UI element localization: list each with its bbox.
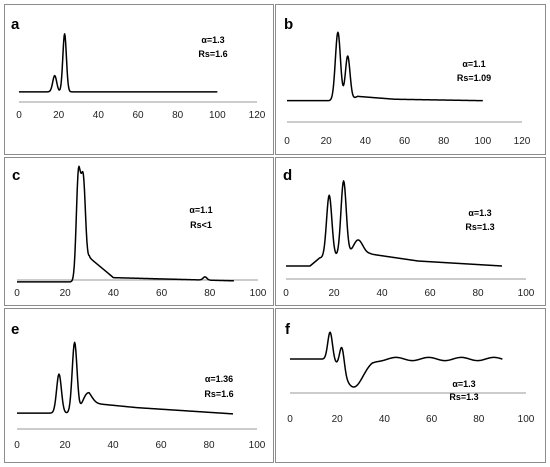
alpha-annotation: α=1.3 bbox=[201, 35, 224, 45]
panel-label: a bbox=[11, 16, 20, 33]
chromatogram-trace bbox=[16, 165, 235, 283]
chart-e: e 0 20 40 60 80 100 α=1.36 Rs=1.6 bbox=[11, 321, 266, 451]
x-tick-label: 40 bbox=[108, 288, 120, 299]
x-tick-label: 80 bbox=[204, 288, 216, 299]
rs-annotation: Rs=1.6 bbox=[204, 389, 233, 399]
chromatogram-trace bbox=[286, 31, 484, 102]
panel-d: d 0 20 40 60 80 100 α=1.3 Rs=1.3 bbox=[275, 157, 546, 306]
panel-f: f 0 20 40 60 80 100 α=1.3 Rs=1.3 bbox=[275, 308, 546, 463]
x-tick-label: 20 bbox=[328, 288, 340, 299]
chart-f: f 0 20 40 60 80 100 α=1.3 Rs=1.3 bbox=[285, 321, 535, 425]
chromatogram-trace bbox=[289, 331, 503, 388]
x-tick-label: 80 bbox=[438, 136, 450, 147]
chromatogram-trace bbox=[16, 341, 234, 415]
panel-label: e bbox=[11, 321, 19, 338]
chart-b: b 0 20 40 60 80 100 120 α=1.1 Rs=1.09 bbox=[284, 16, 531, 147]
x-tick-label: 60 bbox=[155, 440, 167, 451]
panel-b: b 0 20 40 60 80 100 120 α=1.1 Rs=1.09 bbox=[275, 4, 546, 155]
x-tick-label: 120 bbox=[249, 110, 266, 121]
x-tick-label: 100 bbox=[250, 288, 267, 299]
alpha-annotation: α=1.3 bbox=[452, 379, 475, 389]
x-tick-label: 60 bbox=[426, 414, 438, 425]
chart-d: d 0 20 40 60 80 100 α=1.3 Rs=1.3 bbox=[283, 167, 535, 299]
x-tick-label: 0 bbox=[14, 440, 20, 451]
x-tick-label: 100 bbox=[474, 136, 491, 147]
x-tick-label: 100 bbox=[518, 288, 535, 299]
x-tick-label: 120 bbox=[514, 136, 531, 147]
x-tick-label: 80 bbox=[473, 414, 485, 425]
x-tick-label: 80 bbox=[203, 440, 215, 451]
x-tick-label: 100 bbox=[209, 110, 226, 121]
x-tick-label: 20 bbox=[59, 440, 71, 451]
panel-label: b bbox=[284, 16, 293, 33]
rs-annotation: Rs<1 bbox=[190, 220, 212, 230]
x-tick-label: 60 bbox=[156, 288, 168, 299]
rs-annotation: Rs=1.6 bbox=[198, 49, 227, 59]
alpha-annotation: α=1.3 bbox=[468, 208, 491, 218]
chromatogram-trace bbox=[285, 180, 503, 267]
x-tick-label: 0 bbox=[284, 136, 290, 147]
chart-c: c 0 20 40 60 80 100 α=1.1 Rs<1 bbox=[12, 165, 267, 299]
x-tick-label: 100 bbox=[249, 440, 266, 451]
x-tick-label: 40 bbox=[379, 414, 391, 425]
alpha-annotation: α=1.1 bbox=[462, 59, 485, 69]
x-tick-label: 0 bbox=[16, 110, 22, 121]
x-tick-label: 60 bbox=[424, 288, 436, 299]
x-tick-label: 20 bbox=[53, 110, 65, 121]
panel-a: a 0 20 40 60 80 100 120 α=1.3 Rs=1.6 bbox=[4, 4, 274, 155]
alpha-annotation: α=1.1 bbox=[189, 205, 212, 215]
x-tick-label: 60 bbox=[399, 136, 411, 147]
x-tick-label: 60 bbox=[132, 110, 144, 121]
x-tick-label: 0 bbox=[14, 288, 20, 299]
alpha-annotation: α=1.36 bbox=[205, 374, 233, 384]
x-tick-label: 20 bbox=[321, 136, 333, 147]
x-tick-label: 20 bbox=[60, 288, 72, 299]
x-tick-label: 0 bbox=[283, 288, 289, 299]
x-tick-label: 40 bbox=[360, 136, 372, 147]
x-tick-label: 0 bbox=[287, 414, 293, 425]
chart-a: a 0 20 40 60 80 100 120 α=1.3 Rs=1.6 bbox=[11, 16, 266, 121]
x-tick-label: 40 bbox=[93, 110, 105, 121]
panel-c: c 0 20 40 60 80 100 α=1.1 Rs<1 bbox=[4, 157, 274, 306]
rs-annotation: Rs=1.3 bbox=[465, 222, 494, 232]
panel-e: e 0 20 40 60 80 100 α=1.36 Rs=1.6 bbox=[4, 308, 274, 463]
panel-label: f bbox=[285, 321, 291, 338]
chromatogram-trace bbox=[18, 33, 218, 93]
x-tick-label: 80 bbox=[472, 288, 484, 299]
x-tick-label: 40 bbox=[376, 288, 388, 299]
rs-annotation: Rs=1.09 bbox=[457, 73, 491, 83]
x-tick-label: 80 bbox=[172, 110, 184, 121]
x-tick-label: 100 bbox=[518, 414, 535, 425]
x-tick-label: 20 bbox=[332, 414, 344, 425]
panel-label: c bbox=[12, 167, 20, 184]
panel-label: d bbox=[283, 167, 292, 184]
x-tick-label: 40 bbox=[107, 440, 119, 451]
rs-annotation: Rs=1.3 bbox=[449, 392, 478, 402]
